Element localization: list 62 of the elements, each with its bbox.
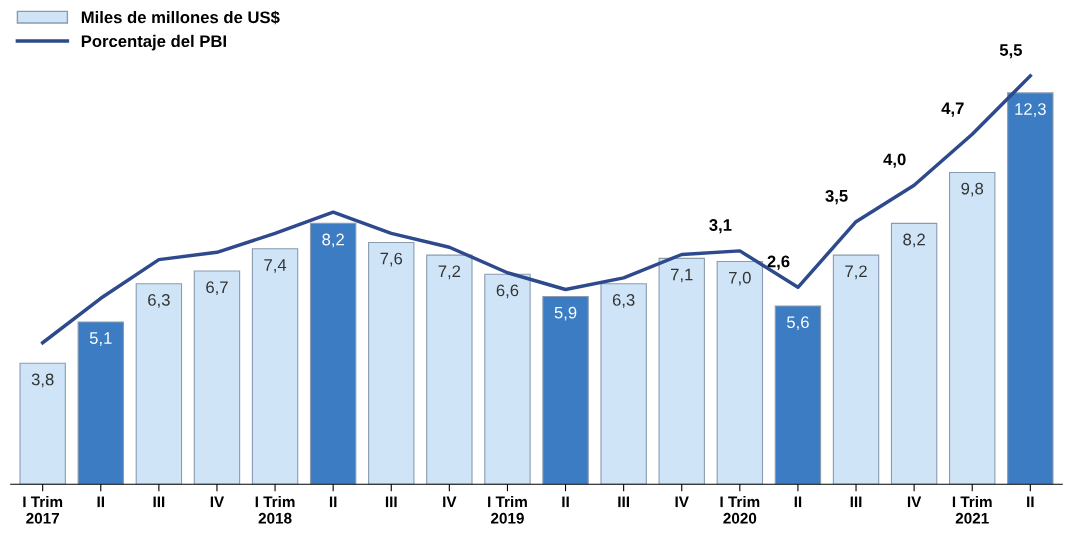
x-tick-label: II: [1027, 496, 1034, 508]
x-tick-label: I Trim 2019: [488, 496, 527, 524]
bar: [890, 222, 938, 485]
bar: [484, 273, 531, 485]
data-label: 4,0: [883, 153, 906, 168]
data-label: 8,2: [903, 233, 925, 248]
x-tick-label: IV: [210, 496, 225, 508]
data-label: 6,7: [206, 281, 228, 296]
bar: [426, 254, 473, 485]
data-label: 5,6: [787, 316, 809, 331]
x-tick-label: I Trim 2017: [23, 496, 63, 524]
bar: [1007, 92, 1054, 485]
data-label: 6,6: [496, 284, 519, 299]
data-label: 7,2: [438, 265, 461, 280]
bar: [542, 295, 589, 485]
bar: [600, 283, 647, 485]
x-tick-label: I Trim 2020: [720, 496, 760, 524]
bar: [135, 283, 183, 485]
x-tick-label: II: [562, 496, 569, 508]
data-label: 5,1: [89, 332, 112, 346]
bar: [658, 257, 705, 485]
data-label: 7,2: [845, 265, 867, 280]
x-tick-label: III: [850, 496, 862, 508]
data-label: 7,6: [380, 252, 403, 267]
data-label: 5,5: [999, 44, 1022, 59]
legend-label: Miles de millones de US$: [81, 10, 280, 25]
bar: [19, 362, 66, 485]
x-tick-label: III: [385, 496, 397, 508]
data-label: 6,3: [148, 294, 170, 308]
data-label: 3,1: [709, 219, 732, 234]
data-label: 7,0: [729, 271, 751, 286]
data-label: 12,3: [1015, 103, 1046, 117]
data-label: 3,8: [31, 373, 54, 388]
data-label: 5,9: [554, 306, 577, 321]
bar: [774, 305, 822, 485]
x-tick-label: IV: [443, 496, 457, 508]
bar: [716, 260, 764, 485]
data-label: 3,5: [825, 189, 848, 205]
data-label: 8,2: [322, 233, 344, 248]
bar: [949, 171, 996, 485]
legend-label: Porcentaje del PBI: [81, 34, 226, 51]
bar: [832, 254, 880, 485]
bar: [77, 321, 124, 485]
data-label: 6,3: [612, 294, 635, 308]
data-label: 7,1: [671, 268, 693, 283]
x-tick-label: II: [97, 496, 104, 508]
x-tick-label: IV: [907, 496, 922, 508]
bar: [368, 241, 415, 485]
x-tick-label: I Trim 2021: [952, 496, 992, 524]
x-tick-label: IV: [675, 496, 689, 508]
data-label: 7,4: [264, 259, 287, 273]
x-tick-label: III: [618, 496, 629, 508]
bar: [193, 270, 241, 485]
x-tick-label: I Trim 2018: [255, 496, 295, 524]
data-label: 4,7: [941, 102, 964, 117]
x-tick-label: III: [153, 496, 165, 508]
data-label: 9,8: [961, 182, 984, 197]
bar: [251, 248, 299, 485]
data-label: 2,6: [767, 255, 790, 270]
x-tick-label: II: [794, 496, 802, 508]
bar: [309, 222, 357, 485]
x-tick-label: II: [329, 496, 337, 508]
